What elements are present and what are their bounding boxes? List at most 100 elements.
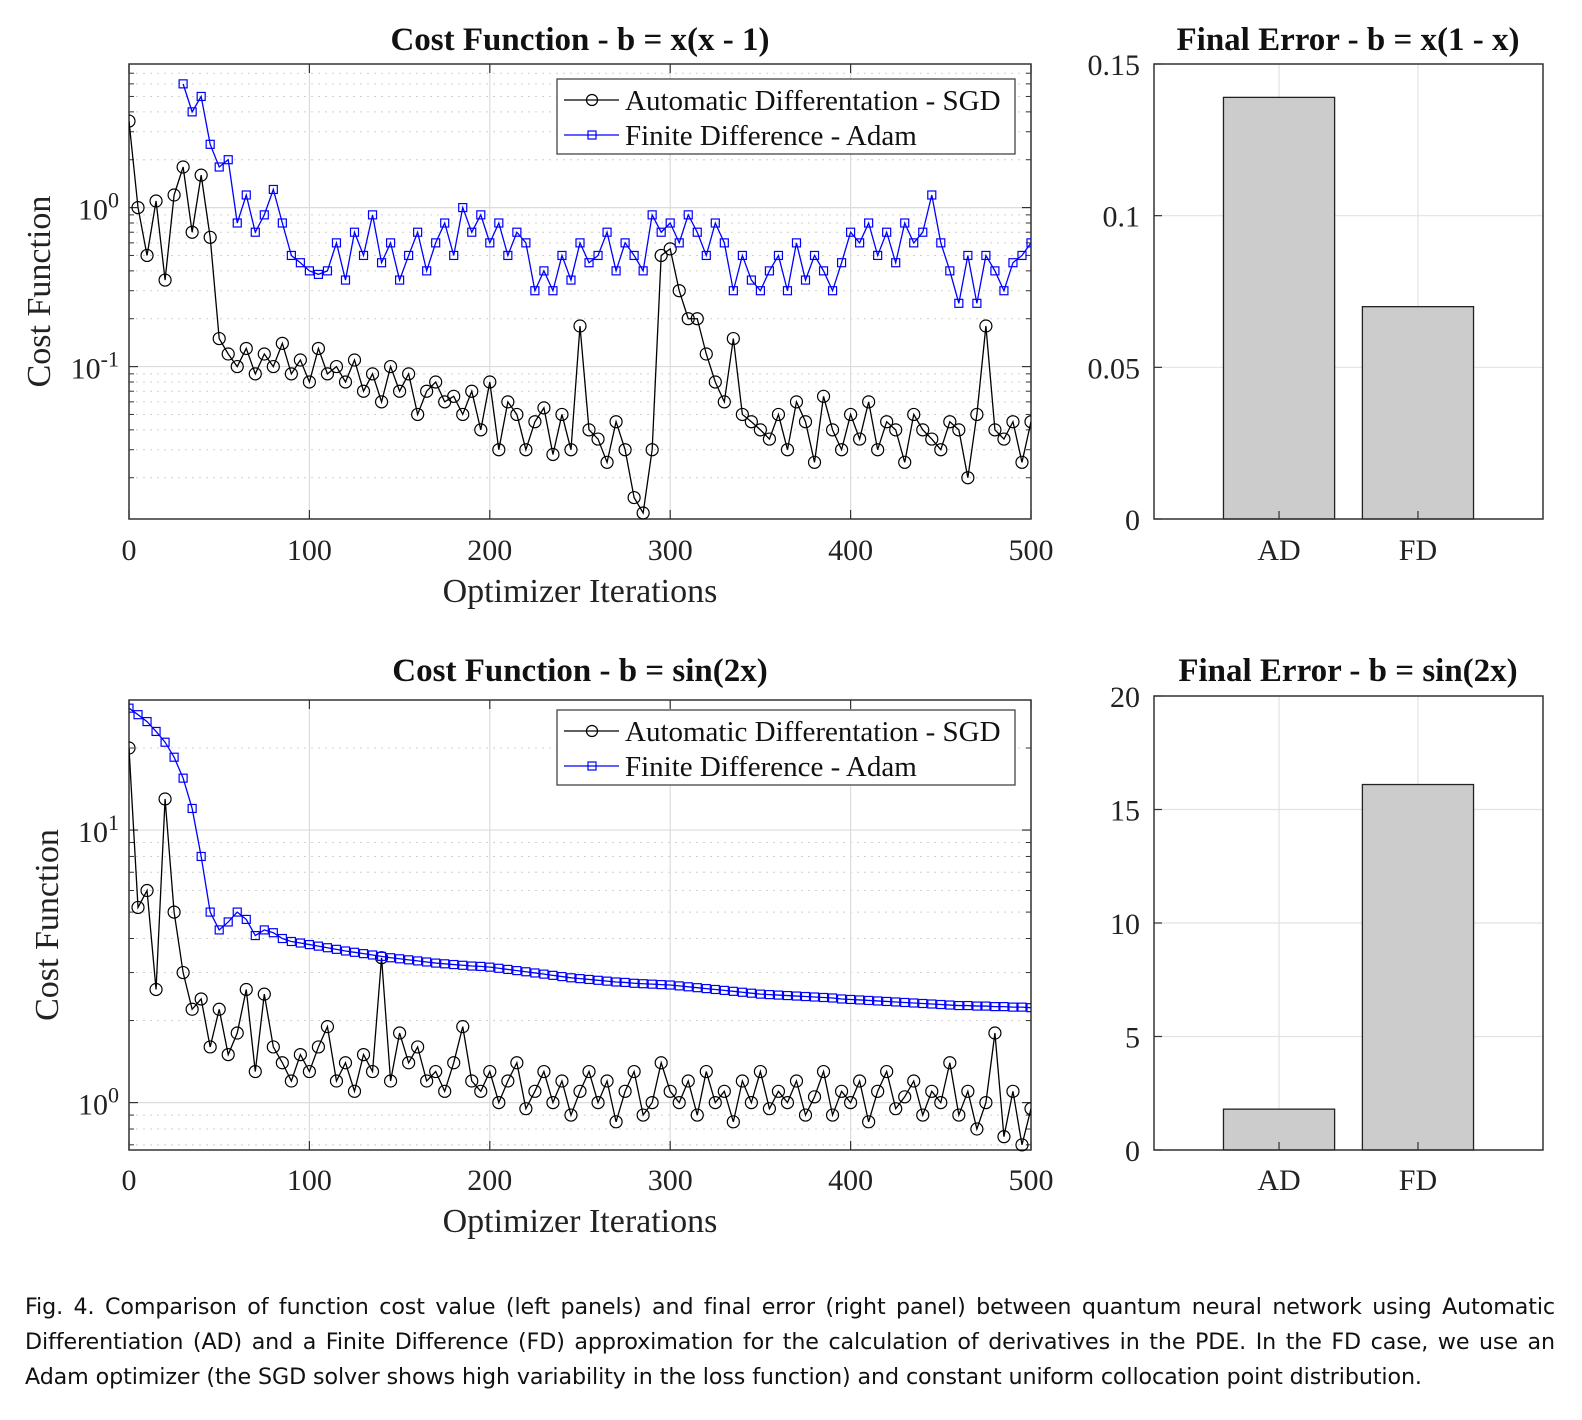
data-point-square bbox=[160, 737, 170, 747]
data-point-square bbox=[376, 258, 387, 268]
data-point-square bbox=[990, 266, 1000, 276]
data-point-circle bbox=[149, 982, 163, 997]
data-point-square bbox=[385, 238, 396, 248]
data-point-circle bbox=[374, 395, 389, 409]
data-point-square bbox=[142, 716, 152, 727]
data-point-square bbox=[259, 925, 269, 935]
data-point-circle bbox=[185, 1002, 199, 1016]
data-point-square bbox=[340, 275, 351, 285]
data-point-circle bbox=[663, 242, 677, 256]
y-tick-label: 0.15 bbox=[1088, 49, 1141, 82]
legend-label: Finite Difference - Adam bbox=[625, 751, 917, 783]
data-point-circle bbox=[609, 1115, 623, 1129]
data-point-circle bbox=[501, 395, 515, 409]
data-point-square bbox=[746, 988, 756, 998]
series-line bbox=[129, 121, 1031, 515]
data-point-circle bbox=[825, 423, 840, 437]
data-point-circle bbox=[898, 1090, 912, 1104]
data-point-circle bbox=[429, 1064, 443, 1079]
data-point-circle bbox=[221, 347, 235, 361]
data-point-square bbox=[331, 944, 342, 954]
data-point-circle bbox=[402, 367, 416, 381]
data-point-square bbox=[674, 981, 684, 991]
data-point-square bbox=[728, 986, 738, 996]
data-point-circle bbox=[627, 490, 641, 505]
data-point-square bbox=[512, 965, 522, 976]
data-point-circle bbox=[717, 395, 731, 409]
y-axis-label: Cost Function bbox=[29, 829, 66, 1021]
data-point-square bbox=[395, 954, 405, 964]
data-point-circle bbox=[988, 1026, 1002, 1040]
x-tick-label: 0 bbox=[122, 534, 137, 567]
data-point-circle bbox=[934, 1095, 948, 1110]
legend-label: Automatic Differentation - SGD bbox=[625, 85, 1001, 117]
data-point-square bbox=[178, 79, 188, 89]
data-point-square bbox=[827, 286, 838, 296]
legend-label: Finite Difference - Adam bbox=[625, 120, 917, 152]
series-fd-adam bbox=[129, 703, 1031, 1013]
data-point-circle bbox=[266, 359, 280, 374]
data-point-circle bbox=[726, 331, 740, 346]
data-point-square bbox=[331, 238, 342, 248]
data-point-circle bbox=[979, 1095, 993, 1110]
data-point-circle bbox=[383, 359, 398, 374]
data-point-square bbox=[557, 250, 567, 261]
data-point-square bbox=[836, 258, 847, 268]
data-point-square bbox=[133, 710, 143, 720]
data-point-square bbox=[151, 726, 161, 737]
data-point-circle bbox=[356, 1048, 371, 1062]
data-point-square bbox=[295, 938, 305, 948]
data-point-circle bbox=[230, 1026, 244, 1040]
data-point-square bbox=[431, 238, 441, 248]
data-point-square bbox=[864, 218, 874, 228]
data-point-circle bbox=[997, 432, 1011, 446]
data-point-circle bbox=[961, 1084, 975, 1098]
data-point-circle bbox=[771, 407, 786, 422]
x-axis-label: Optimizer Iterations bbox=[443, 573, 718, 610]
data-point-square bbox=[187, 803, 197, 814]
data-point-square bbox=[945, 266, 955, 276]
data-point-square bbox=[864, 995, 874, 1006]
data-point-circle bbox=[600, 455, 614, 469]
data-point-square bbox=[755, 989, 766, 999]
data-point-circle bbox=[889, 1102, 903, 1116]
data-point-circle bbox=[537, 1064, 551, 1079]
data-point-circle bbox=[131, 900, 145, 915]
data-point-square bbox=[449, 959, 459, 970]
data-point-circle bbox=[248, 367, 262, 381]
data-point-circle bbox=[167, 905, 181, 919]
data-point-circle bbox=[753, 423, 768, 437]
data-point-square bbox=[1017, 250, 1027, 261]
data-point-square bbox=[575, 974, 585, 984]
data-point-circle bbox=[474, 423, 488, 437]
data-point-circle bbox=[1024, 415, 1031, 429]
data-point-circle bbox=[907, 407, 921, 422]
data-point-circle bbox=[528, 415, 542, 429]
data-point-circle bbox=[176, 160, 190, 174]
y-tick-label: 0.1 bbox=[1103, 201, 1141, 234]
y-tick-label: 0.05 bbox=[1088, 352, 1141, 385]
data-point-circle bbox=[311, 1040, 326, 1054]
data-point-circle bbox=[672, 1095, 686, 1110]
x-tick-label: 500 bbox=[1009, 1164, 1054, 1197]
data-point-square bbox=[936, 238, 946, 248]
data-point-square bbox=[286, 936, 296, 947]
data-point-circle bbox=[564, 443, 578, 457]
chart-title: Cost Function - b = sin(2x) bbox=[392, 653, 767, 689]
chart-title: Final Error - b = x(1 - x) bbox=[1177, 22, 1520, 58]
x-tick-label: 400 bbox=[828, 1164, 873, 1197]
data-point-circle bbox=[627, 1064, 641, 1079]
data-point-square bbox=[232, 907, 242, 917]
data-point-square bbox=[927, 190, 937, 200]
data-point-square bbox=[845, 227, 856, 237]
data-point-square bbox=[611, 977, 621, 987]
data-point-square bbox=[827, 993, 838, 1003]
data-point-square bbox=[521, 967, 531, 977]
data-point-square bbox=[250, 930, 260, 941]
data-point-square bbox=[376, 951, 387, 961]
data-point-circle bbox=[834, 443, 849, 457]
data-point-circle bbox=[916, 423, 930, 437]
data-point-circle bbox=[645, 443, 659, 457]
data-point-square bbox=[647, 210, 657, 220]
data-point-square bbox=[304, 266, 314, 276]
